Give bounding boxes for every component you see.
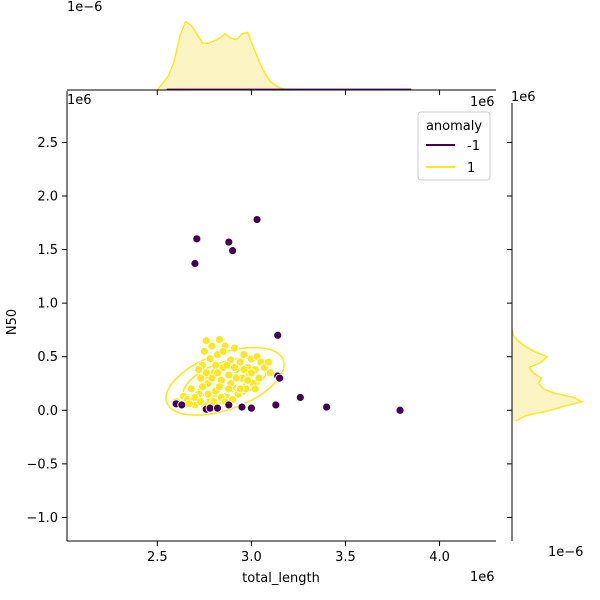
point-normal (224, 370, 234, 380)
point-anomaly (177, 400, 187, 410)
point-normal (215, 382, 224, 392)
point-anomaly (273, 330, 283, 340)
right-marginal: 1e−6 (511, 103, 585, 560)
point-normal (196, 373, 205, 383)
y-axis-label: N50 (5, 309, 20, 335)
point-normal (224, 384, 234, 394)
point-normal (239, 350, 249, 359)
point-normal (222, 360, 232, 370)
point-anomaly (190, 259, 200, 268)
point-normal (263, 357, 273, 367)
x-axis-label: total_length (242, 571, 320, 586)
point-anomaly (322, 402, 332, 412)
x-tick-label: 2.5 (147, 550, 168, 565)
point-normal (250, 384, 260, 394)
point-normal (246, 368, 256, 378)
point-anomaly (246, 403, 256, 413)
point-normal (207, 373, 217, 383)
legend-label-normal: 1 (467, 161, 475, 176)
point-normal (201, 336, 211, 346)
point-normal (203, 389, 213, 399)
point-anomaly (395, 405, 405, 415)
point-anomaly (192, 234, 202, 244)
y-tick-label: 0.5 (37, 350, 58, 365)
y-axis-offset-label: 1e6 (67, 93, 92, 108)
point-normal (199, 346, 209, 356)
y-tick-label: 1.5 (37, 243, 58, 258)
right-marginal-density-fill (512, 329, 582, 421)
y-tick-label: −0.5 (26, 457, 58, 472)
corner-offset-label: 1e6 (470, 95, 495, 110)
top-marginal-density-line (156, 20, 290, 91)
legend-label-anomaly: -1 (467, 139, 480, 154)
x-tick-label: 3.5 (335, 550, 356, 565)
right-marginal-offset-label: 1e−6 (548, 545, 583, 560)
point-anomaly (205, 403, 215, 413)
legend: anomaly -1 1 (417, 111, 491, 181)
point-anomaly (252, 215, 262, 224)
main-plot: 2.5 3.0 3.5 4.0 −1.0 −0.5 0.0 0.5 1.0 1.5 2.0 2.5 … (5, 90, 536, 586)
point-anomaly (224, 237, 234, 247)
point-anomaly (224, 400, 234, 410)
point-normal (211, 360, 221, 370)
point-normal (209, 397, 219, 407)
point-normal (184, 399, 194, 409)
point-normal (254, 373, 264, 383)
right-marginal-top-offset-label: 1e6 (511, 90, 536, 105)
top-marginal: 1e−6 (67, 0, 496, 91)
point-normal (235, 384, 245, 394)
point-anomaly (295, 393, 305, 402)
point-normal (186, 384, 196, 394)
point-normal (231, 373, 241, 383)
y-tick-label: 0.0 (37, 404, 58, 419)
point-normal (215, 335, 224, 344)
point-normal (196, 397, 205, 407)
x-axis-ticks: 2.5 3.0 3.5 4.0 (147, 90, 450, 565)
right-marginal-density-line (511, 329, 585, 422)
y-tick-label: −1.0 (26, 511, 58, 526)
point-normal (201, 368, 211, 378)
top-marginal-density-fill (157, 21, 289, 91)
point-anomaly (275, 373, 285, 383)
top-marginal-offset-label: 1e−6 (67, 0, 102, 15)
point-normal (230, 363, 239, 372)
x-axis-offset-label: 1e6 (470, 570, 495, 585)
x-tick-label: 3.0 (241, 550, 262, 565)
x-tick-label: 4.0 (429, 550, 450, 565)
point-normal (205, 354, 215, 364)
point-normal (230, 343, 239, 353)
point-normal (198, 382, 207, 392)
point-normal (207, 341, 217, 351)
legend-title: anomaly (426, 119, 482, 134)
y-tick-label: 2.5 (37, 136, 58, 151)
point-anomaly (228, 246, 237, 256)
point-normal (243, 375, 253, 385)
point-anomaly (237, 402, 247, 412)
point-normal (235, 357, 245, 367)
y-axis-ticks: −1.0 −0.5 0.0 0.5 1.0 1.5 2.0 2.5 (26, 136, 512, 526)
point-anomaly (271, 400, 281, 410)
point-normal (213, 368, 222, 378)
scatter-points (171, 215, 405, 415)
point-normal (218, 346, 228, 356)
point-normal (265, 368, 275, 378)
point-normal (239, 365, 249, 374)
y-tick-label: 1.0 (37, 297, 58, 312)
point-anomaly (213, 403, 222, 413)
point-normal (194, 365, 204, 374)
y-tick-label: 2.0 (37, 190, 58, 205)
